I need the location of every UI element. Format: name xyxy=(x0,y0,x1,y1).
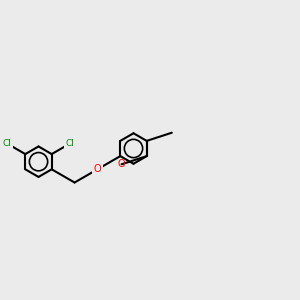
Text: O: O xyxy=(118,159,125,169)
Text: Cl: Cl xyxy=(65,139,74,148)
Text: O: O xyxy=(94,164,101,174)
Text: Cl: Cl xyxy=(3,139,12,148)
